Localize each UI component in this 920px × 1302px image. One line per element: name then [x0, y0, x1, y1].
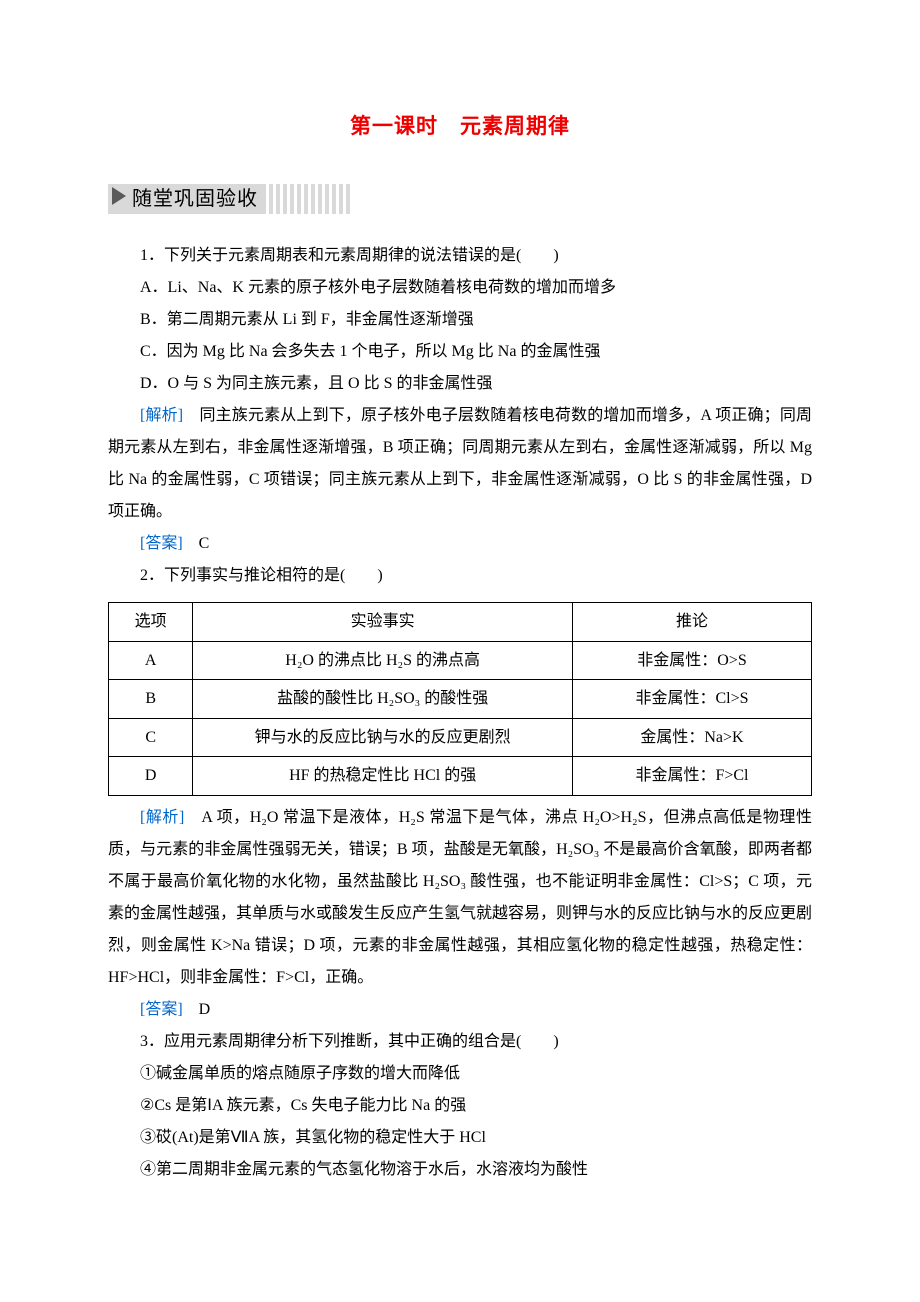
q1-analysis: [解析] 同主族元素从上到下，原子核外电子层数随着核电荷数的增加而增多，A 项正… [108, 400, 812, 528]
q1-option-a: A．Li、Na、K 元素的原子核外电子层数随着核电荷数的增加而增多 [108, 272, 812, 304]
table-header-row: 选项 实验事实 推论 [109, 603, 812, 642]
table-header: 推论 [572, 603, 811, 642]
table-row: B 盐酸的酸性比 H₂SO₃ 的酸性强 非金属性：Cl>S [109, 680, 812, 719]
q1-answer: [答案] C [108, 528, 812, 560]
table-row: D HF 的热稳定性比 HCl 的强 非金属性：F>Cl [109, 757, 812, 796]
section-banner: 随堂巩固验收 [108, 184, 812, 214]
answer-label: [答案] [140, 535, 183, 552]
page-title: 第一课时 元素周期律 [108, 110, 812, 140]
table-header: 实验事实 [193, 603, 573, 642]
analysis-label: [解析] [140, 809, 184, 826]
q2-analysis-text: A 项，H₂O 常温下是液体，H₂S 常温下是气体，沸点 H₂O>H₂S，但沸点… [108, 809, 812, 986]
q2-answer-text: D [183, 1001, 211, 1018]
table-cell: 盐酸的酸性比 H₂SO₃ 的酸性强 [193, 680, 573, 719]
q3-statement-3: ③砹(At)是第ⅦA 族，其氢化物的稳定性大于 HCl [108, 1122, 812, 1154]
table-cell: 钾与水的反应比钠与水的反应更剧烈 [193, 718, 573, 757]
q1-answer-text: C [183, 535, 210, 552]
q2-analysis: [解析] A 项，H₂O 常温下是液体，H₂S 常温下是气体，沸点 H₂O>H₂… [108, 802, 812, 994]
q2-stem: 2．下列事实与推论相符的是( ) [108, 560, 812, 592]
q2-answer: [答案] D [108, 994, 812, 1026]
table-cell: A [109, 641, 193, 680]
banner-stripes-decoration [266, 184, 350, 214]
table-row: C 钾与水的反应比钠与水的反应更剧烈 金属性：Na>K [109, 718, 812, 757]
q1-option-c: C．因为 Mg 比 Na 会多失去 1 个电子，所以 Mg 比 Na 的金属性强 [108, 336, 812, 368]
q1-option-b: B．第二周期元素从 Li 到 F，非金属性逐渐增强 [108, 304, 812, 336]
analysis-label: [解析] [140, 407, 183, 424]
document-page: 第一课时 元素周期律 随堂巩固验收 1．下列关于元素周期表和元素周期律的说法错误… [0, 0, 920, 1226]
q3-statement-1: ①碱金属单质的熔点随原子序数的增大而降低 [108, 1058, 812, 1090]
table-cell: HF 的热稳定性比 HCl 的强 [193, 757, 573, 796]
q3-statement-4: ④第二周期非金属元素的气态氢化物溶于水后，水溶液均为酸性 [108, 1154, 812, 1186]
play-icon [108, 184, 128, 214]
table-cell: 非金属性：Cl>S [572, 680, 811, 719]
table-cell: 非金属性：F>Cl [572, 757, 811, 796]
q1-stem: 1．下列关于元素周期表和元素周期律的说法错误的是( ) [108, 240, 812, 272]
q1-analysis-text: 同主族元素从上到下，原子核外电子层数随着核电荷数的增加而增多，A 项正确；同周期… [108, 407, 812, 520]
table-header: 选项 [109, 603, 193, 642]
table-cell: H₂O 的沸点比 H₂S 的沸点高 [193, 641, 573, 680]
section-heading: 随堂巩固验收 [128, 184, 266, 214]
q2-table: 选项 实验事实 推论 A H₂O 的沸点比 H₂S 的沸点高 非金属性：O>S … [108, 602, 812, 796]
answer-label: [答案] [140, 1001, 183, 1018]
table-row: A H₂O 的沸点比 H₂S 的沸点高 非金属性：O>S [109, 641, 812, 680]
table-cell: B [109, 680, 193, 719]
table-cell: 金属性：Na>K [572, 718, 811, 757]
table-cell: C [109, 718, 193, 757]
table-cell: D [109, 757, 193, 796]
q1-option-d: D．O 与 S 为同主族元素，且 O 比 S 的非金属性强 [108, 368, 812, 400]
table-cell: 非金属性：O>S [572, 641, 811, 680]
q3-statement-2: ②Cs 是第ⅠA 族元素，Cs 失电子能力比 Na 的强 [108, 1090, 812, 1122]
q3-stem: 3．应用元素周期律分析下列推断，其中正确的组合是( ) [108, 1026, 812, 1058]
